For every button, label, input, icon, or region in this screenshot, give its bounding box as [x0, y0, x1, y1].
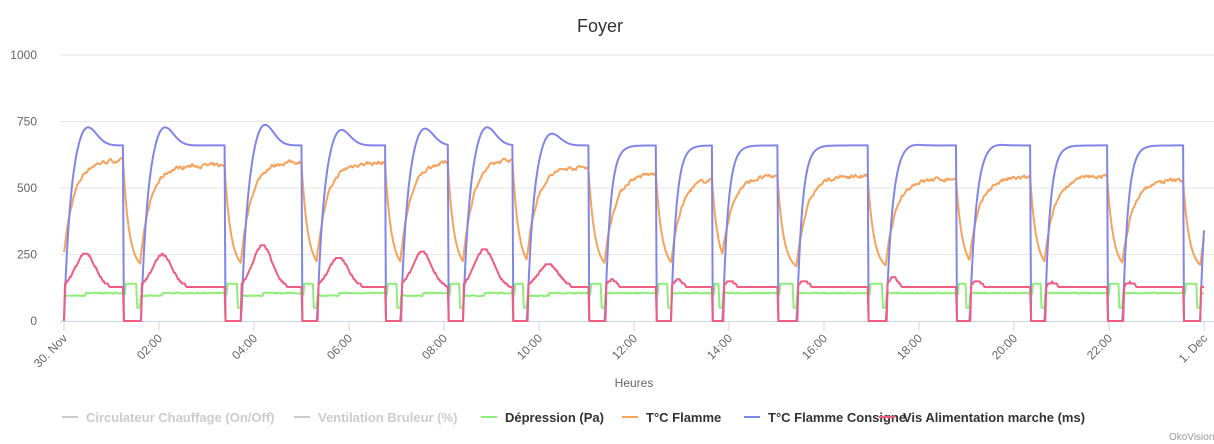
legend-label: Dépression (Pa)	[505, 410, 604, 425]
legend-label: T°C Flamme	[646, 410, 721, 425]
x-tick-label: 1. Dec	[1176, 331, 1210, 365]
legend-item[interactable]: Dépression (Pa)	[481, 410, 604, 425]
series-line-depression[interactable]	[63, 282, 1205, 309]
series-line-flamme[interactable]	[63, 156, 1205, 268]
x-tick-label: 18:00	[894, 331, 925, 362]
series-lines	[63, 123, 1205, 322]
legend-label: T°C Flamme Consigne	[768, 410, 906, 425]
x-tick-label: 12:00	[609, 331, 640, 362]
x-tick-label: 14:00	[704, 331, 735, 362]
x-axis-title: Heures	[615, 376, 654, 390]
x-tick-label: 06:00	[324, 331, 355, 362]
legend-item[interactable]: Vis Alimentation marche (ms)	[879, 410, 1085, 425]
legend-item[interactable]: T°C Flamme	[622, 410, 721, 425]
y-tick-label: 1000	[10, 48, 37, 62]
y-tick-label: 0	[30, 314, 37, 328]
x-tick-label: 30. Nov	[31, 331, 70, 370]
grid-lines	[60, 54, 1214, 255]
legend-item[interactable]: T°C Flamme Consigne	[744, 410, 906, 425]
x-tick-label: 16:00	[799, 331, 830, 362]
legend-label: Circulateur Chauffage (On/Off)	[86, 410, 275, 425]
x-tick-label: 22:00	[1084, 331, 1115, 362]
chart-title: Foyer	[577, 16, 623, 36]
x-tick-label: 04:00	[229, 331, 260, 362]
y-tick-label: 250	[17, 248, 37, 262]
x-tick-label: 10:00	[514, 331, 545, 362]
legend-label: Vis Alimentation marche (ms)	[903, 410, 1085, 425]
series-line-flamme-consigne[interactable]	[63, 123, 1205, 322]
x-axis: 30. Nov 02:00 04:00 06:00 08:00 10:00 12:00 14:…	[31, 321, 1214, 370]
credits[interactable]: OkoVision	[1169, 432, 1214, 443]
x-tick-label: 08:00	[419, 331, 450, 362]
x-tick-label: 20:00	[989, 331, 1020, 362]
y-axis-labels: 0 250 500 750 1000	[10, 48, 37, 328]
legend-label: Ventilation Bruleur (%)	[318, 410, 457, 425]
legend-item[interactable]: Circulateur Chauffage (On/Off)	[62, 410, 275, 425]
legend-item[interactable]: Ventilation Bruleur (%)	[294, 410, 457, 425]
series-line-vis-alimentation[interactable]	[63, 244, 1204, 322]
y-tick-label: 750	[17, 115, 37, 129]
y-tick-label: 500	[17, 181, 37, 195]
legend: Circulateur Chauffage (On/Off) Ventilatio…	[62, 410, 1085, 425]
x-tick-label: 02:00	[134, 331, 165, 362]
